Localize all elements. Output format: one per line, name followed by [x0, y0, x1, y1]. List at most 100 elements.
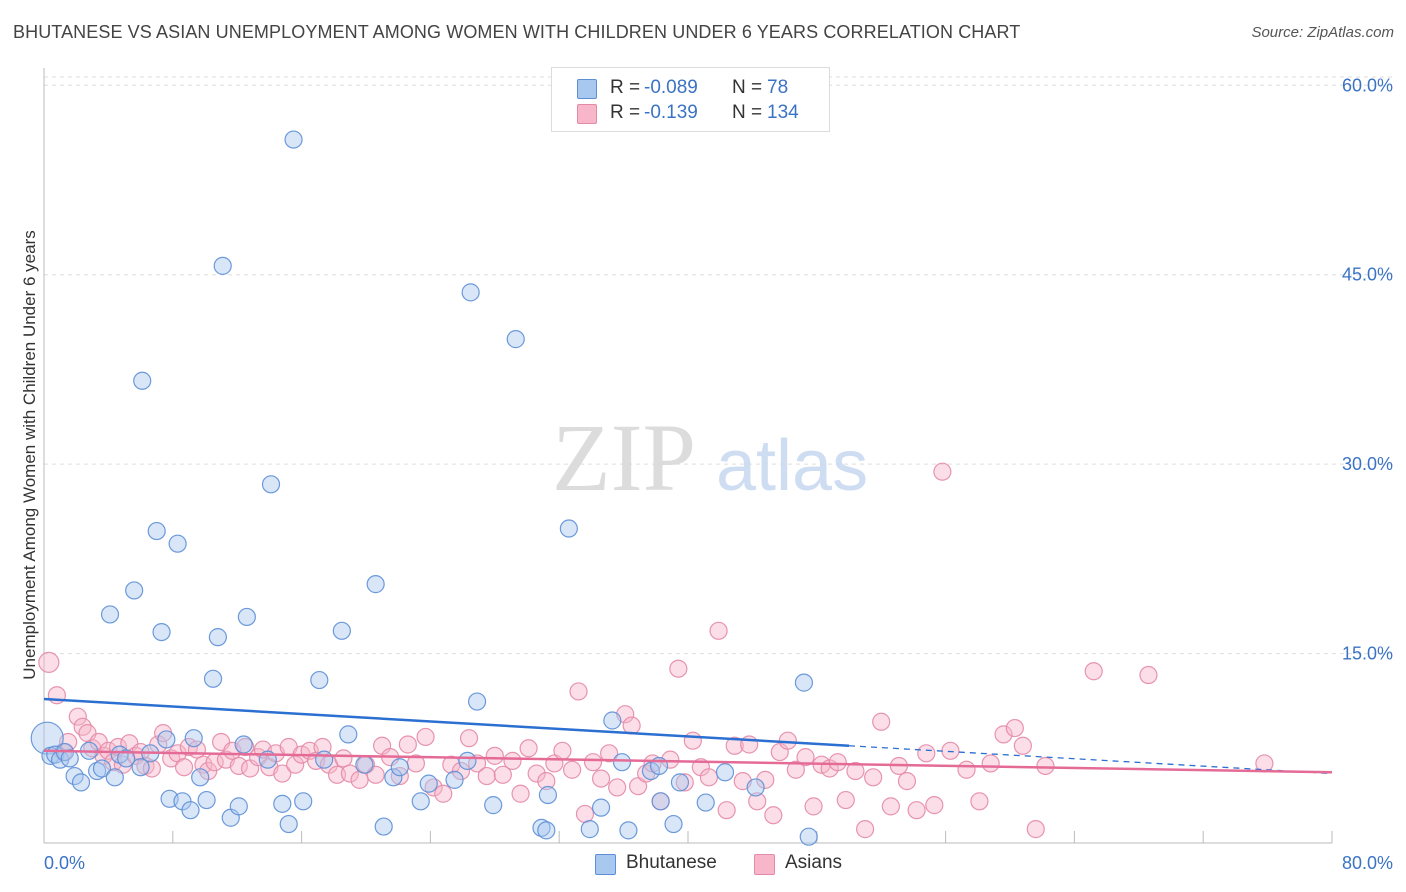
asians-point [562, 760, 582, 779]
bhutanese-point [374, 817, 393, 836]
asians-point [846, 761, 865, 781]
bhutanese-point [580, 820, 599, 839]
bhutanese-point [131, 758, 150, 777]
bhutanese-point [197, 790, 216, 810]
bhutanese-point [315, 750, 334, 769]
y-tick-label: 45.0% [1342, 265, 1393, 285]
asians-point [350, 770, 369, 789]
bhutanese-point [746, 778, 765, 797]
asians-point [608, 778, 627, 797]
asians-point [864, 768, 883, 787]
correlation-legend: R = -0.089 N = 78 R = -0.139 N = 134 [551, 67, 830, 132]
asians-point [748, 792, 767, 811]
bhutanese-point [100, 605, 120, 624]
asians-point [970, 792, 989, 811]
bhutanese-point [273, 794, 292, 813]
bhutanese-trend-extension [848, 745, 1333, 775]
bhutanese-point [213, 256, 232, 275]
bhutanese-point [612, 753, 632, 772]
asians-point [925, 796, 944, 815]
bhutanese-point [484, 796, 503, 815]
bhutanese-point [591, 798, 611, 817]
bhutanese-point [181, 801, 200, 820]
asians-point [68, 707, 87, 726]
asians-point [575, 804, 595, 824]
asians-point [796, 748, 815, 767]
bhutanese-swatch [577, 79, 597, 99]
bhutanese-point [71, 773, 91, 792]
asians-point [907, 801, 926, 820]
asians-point [327, 765, 347, 784]
asians-point [459, 729, 479, 748]
bhutanese-point [715, 763, 735, 782]
bottom-legend-label: Asians [785, 852, 843, 873]
asians-point [897, 772, 917, 791]
asians-point [591, 769, 611, 788]
asians-point [1036, 756, 1055, 776]
bhutanese-point [261, 475, 281, 494]
bhutanese-point [234, 735, 253, 754]
series-asians [38, 462, 1274, 839]
bhutanese-point [147, 521, 166, 541]
bhutanese-point [355, 755, 374, 774]
asians-point [881, 797, 900, 816]
asians-point [717, 801, 736, 820]
asians-point [416, 727, 435, 747]
asians-point [661, 750, 680, 769]
trend-lines [43, 697, 1333, 775]
bhutanese-point [537, 821, 556, 840]
bhutanese-point [237, 607, 256, 627]
asians-point [933, 462, 952, 481]
asians-point [434, 784, 453, 803]
bhutanese-point [157, 730, 176, 749]
bhutanese-point [184, 729, 203, 748]
asians-swatch [754, 854, 775, 875]
bhutanese-point [279, 814, 298, 834]
bhutanese-point [799, 827, 818, 846]
y-tick-labels: 15.0% 30.0% 45.0% 60.0% [1342, 75, 1393, 663]
asians-point [398, 735, 417, 754]
bhutanese-point [467, 692, 487, 711]
asians-point [493, 765, 512, 784]
bottom-legend-label: Bhutanese [626, 852, 717, 873]
legend-r-label: R = [610, 102, 641, 123]
asians-point [622, 716, 641, 735]
asians-point [273, 764, 292, 783]
x-tick-label: 80.0% [1342, 853, 1393, 873]
bhutanese-swatch [595, 854, 616, 875]
bhutanese-point [60, 749, 79, 768]
y-tick-label: 30.0% [1342, 454, 1393, 474]
bhutanese-point [310, 670, 329, 690]
watermark-atlas: atlas [716, 426, 868, 506]
bhutanese-point [229, 797, 248, 816]
asians-swatch [577, 104, 597, 124]
bhutanese-point [332, 621, 351, 640]
x-tick-label: 0.0% [44, 853, 85, 873]
y-tick-label: 60.0% [1342, 75, 1393, 95]
asians-point [786, 760, 805, 779]
asians-point [957, 760, 976, 779]
bhutanese-point [133, 371, 152, 390]
bhutanese-point [191, 768, 210, 787]
bhutanese-point [366, 575, 385, 594]
asians-point [38, 651, 60, 674]
asians-point [994, 725, 1013, 744]
bhutanese-point [651, 792, 670, 811]
bhutanese-point [461, 283, 480, 302]
legend-r-value: -0.139 [644, 102, 698, 123]
asians-point [1013, 736, 1032, 755]
asians-point [366, 765, 385, 784]
asians-point [174, 758, 194, 777]
bhutanese-point [339, 725, 358, 744]
asians-point [981, 754, 1000, 773]
asians-point [683, 731, 702, 750]
asians-point [527, 764, 546, 783]
asians-point [709, 621, 728, 640]
asians-point [569, 682, 588, 701]
gridlines [44, 76, 1395, 655]
asians-point [334, 749, 353, 768]
asians-point [669, 659, 688, 678]
asians-point [828, 753, 847, 772]
asians-point [519, 739, 538, 758]
legend-n-value: 78 [767, 77, 789, 98]
